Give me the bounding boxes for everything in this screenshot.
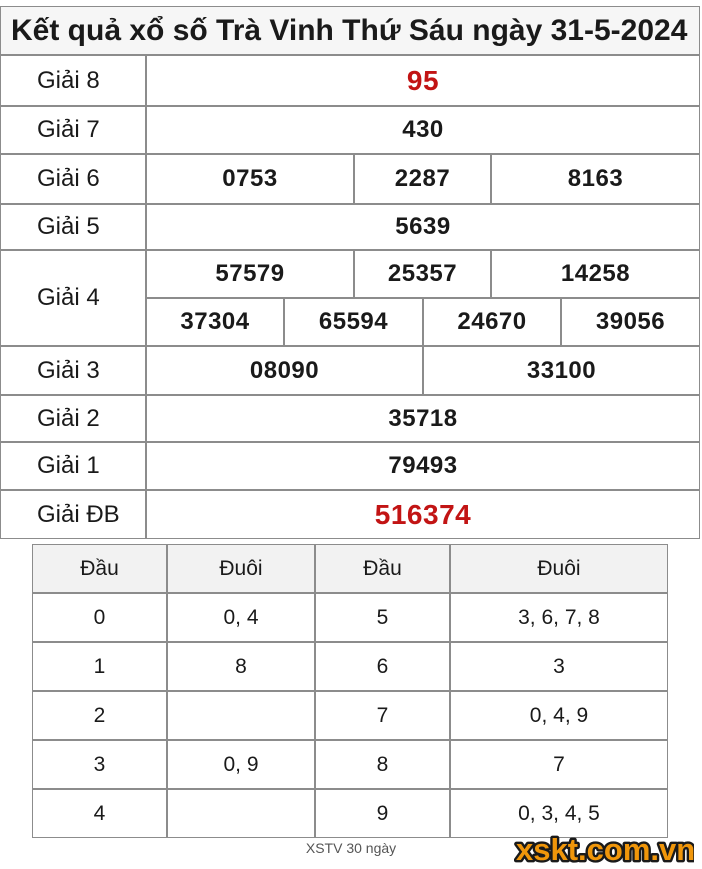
svg-text:xskt.com.vn: xskt.com.vn (516, 832, 694, 867)
